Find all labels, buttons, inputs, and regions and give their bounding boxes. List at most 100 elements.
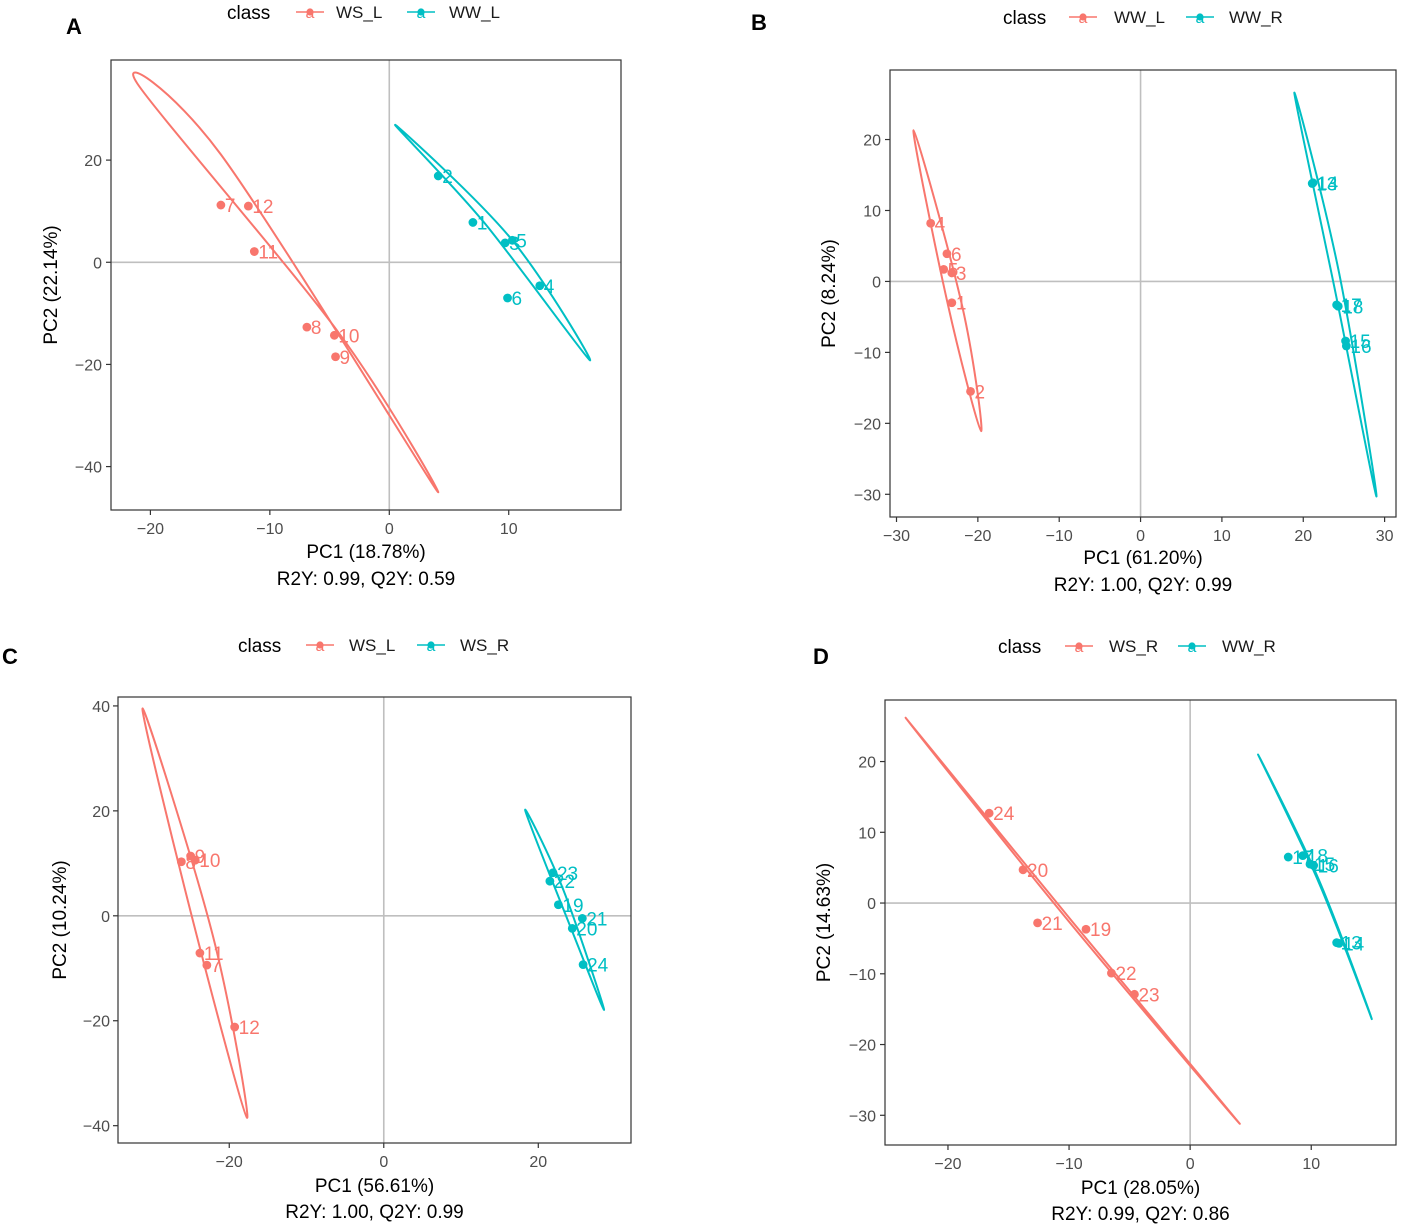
y-tick-label: 0 [867,896,876,913]
point-label: 5 [516,231,527,252]
point-label: 4 [544,277,555,298]
point-label: 22 [1115,964,1136,985]
confidence-ellipse-WW_R [1256,753,1373,1021]
point-label: 24 [993,804,1015,825]
data-point [578,960,588,969]
point-label: 14 [1317,174,1339,195]
point-label: 18 [1342,297,1363,318]
x-axis-title: PC1 (18.78%) [306,542,425,563]
data-point [243,201,253,211]
y-tick-label: 0 [872,274,881,291]
model-stats: R2Y: 1.00, Q2Y: 0.99 [285,1202,464,1223]
legend-key-glyph: a [1188,639,1197,656]
legend-label-WW_L: WW_L [449,3,500,22]
data-point [331,352,340,362]
point-label: 11 [204,944,224,965]
data-point [1130,989,1139,999]
point-label: 2 [975,382,986,403]
data-point [503,293,512,303]
y-tick-label: 20 [92,804,110,821]
data-point [577,914,587,923]
data-point [1334,938,1344,948]
y-tick-label: −10 [854,345,881,362]
x-tick-label: 30 [1376,528,1394,545]
point-label: 1 [477,213,488,234]
data-point [1333,301,1343,311]
data-point [1033,918,1042,928]
x-axis-title: PC1 (61.20%) [1083,548,1202,569]
data-point [230,1022,240,1032]
confidence-ellipse-WW_L [394,123,592,362]
legend-key-dot [417,8,425,16]
data-point [1341,341,1351,351]
data-point [1283,852,1293,862]
point-label: 7 [225,196,236,217]
plot-frame [117,696,632,1144]
plot-area: 465312131417181516 [912,91,1378,498]
point-label: 20 [1027,861,1048,882]
point-label: 15 [1350,332,1371,353]
panel-B: BclassaWW_LaWW_R465312131417181516−30−20… [751,8,1397,596]
legend-label-WS_L: WS_L [336,3,382,22]
data-point [1309,861,1319,870]
y-tick-label: 10 [858,825,876,842]
point-label: 10 [338,326,359,347]
x-tick-label: −20 [137,521,164,538]
legend-key-dot [427,641,435,649]
x-tick-label: 20 [529,1154,547,1171]
confidence-ellipse-WS_L [132,71,440,494]
point-label: 6 [951,245,962,266]
point-label: 9 [195,847,206,868]
data-point [176,857,186,867]
y-tick-label: −10 [849,967,876,984]
point-label: 8 [311,318,322,339]
legend-key-glyph: a [306,5,315,22]
y-axis-title: PC2 (22.14%) [41,225,62,344]
point-label: 11 [258,243,278,264]
panel-letter: A [66,14,82,39]
y-tick-label: −20 [83,1014,110,1031]
legend-label-WS_R: WS_R [1109,637,1158,656]
data-point [216,200,226,210]
point-label: 3 [956,264,967,285]
x-tick-label: 20 [1294,528,1312,545]
legend-key-dot [1196,13,1204,21]
plot-area: 7 12 11 8 109 2 135 64 [132,71,592,494]
point-label: 15 [1314,855,1335,876]
data-point [249,247,259,256]
y-tick-label: −40 [83,1119,110,1136]
plot-frame [110,59,622,511]
data-point [545,876,555,886]
point-label: 23 [1138,985,1159,1006]
data-point [939,264,949,274]
y-tick-label: 0 [101,909,110,926]
point-label: 16 [1350,337,1371,358]
confidence-ellipse-WW_L [912,129,983,433]
point-label: 3 [509,234,520,255]
y-tick-label: −20 [854,416,881,433]
legend-key-glyph: a [1196,10,1205,27]
y-tick-label: −30 [849,1108,876,1125]
data-point [1298,851,1308,861]
data-point [966,387,975,396]
y-tick-label: −30 [854,487,881,504]
x-tick-label: −20 [964,528,991,545]
y-tick-label: −40 [75,460,102,477]
point-label: 7 [211,956,222,977]
data-point [190,855,200,865]
point-label: 1 [956,294,967,315]
y-tick-label: 20 [858,755,876,772]
point-label: 16 [1318,857,1339,878]
y-tick-label: −20 [849,1038,876,1055]
legend-title: class [238,636,281,657]
panel-letter: D [813,644,829,669]
point-label: 22 [554,872,575,893]
y-tick-label: 40 [92,699,110,716]
x-tick-label: −20 [216,1154,243,1171]
data-point [926,218,936,228]
legend-title: class [227,3,270,24]
point-label: 4 [935,214,946,235]
model-stats: R2Y: 0.99, Q2Y: 0.86 [1051,1204,1230,1225]
